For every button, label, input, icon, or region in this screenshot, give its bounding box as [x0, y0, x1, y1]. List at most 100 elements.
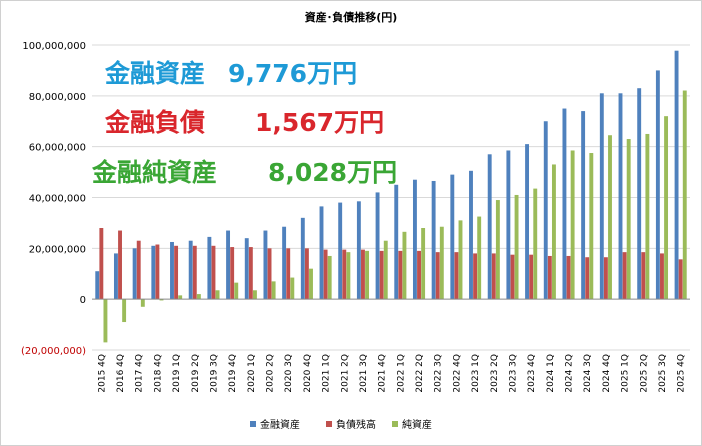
bar — [529, 254, 534, 300]
bar — [439, 226, 444, 300]
bar — [674, 50, 679, 300]
bar — [188, 240, 193, 300]
x-tick-label: 2024 2Q — [565, 354, 575, 393]
bar — [304, 248, 309, 300]
legend-label: 負債残高 — [336, 418, 376, 431]
x-tick-label: 2019 3Q — [209, 354, 219, 393]
bar — [473, 253, 478, 300]
annotation-label: 金融純資産 — [91, 158, 217, 187]
chart-title: 資産･負債推移(円) — [305, 10, 398, 24]
bar — [678, 259, 683, 300]
x-tick-label: 2019 1Q — [172, 354, 182, 393]
bar — [487, 154, 492, 300]
bar — [608, 135, 612, 300]
y-tick-label: 60,000,000 — [29, 143, 86, 154]
bar — [103, 299, 108, 343]
x-tick-label: 2025 2Q — [639, 354, 649, 393]
x-tick-label: 2015 4Q — [97, 354, 107, 393]
bars — [95, 50, 687, 343]
bar — [356, 201, 361, 300]
bar — [226, 230, 231, 300]
legend-label: 純資産 — [402, 418, 432, 431]
bar — [394, 184, 399, 300]
x-tick-label: 2021 1Q — [322, 354, 332, 393]
bar — [514, 194, 519, 300]
bar — [469, 170, 473, 300]
y-tick-label: 0 — [80, 295, 86, 306]
bar — [618, 93, 623, 300]
bar — [533, 188, 538, 300]
bar — [383, 240, 388, 300]
legend-swatch — [392, 421, 398, 427]
legend-swatch — [326, 421, 332, 427]
bar — [136, 240, 141, 300]
bar — [402, 231, 407, 300]
annotation-label: 金融負債 — [104, 108, 205, 137]
x-tick-label: 2025 3Q — [658, 354, 668, 393]
bar — [641, 252, 646, 300]
y-tick-label: 100,000,000 — [22, 41, 86, 52]
y-tick-label: (20,000,000) — [21, 346, 86, 357]
bar — [286, 248, 291, 300]
bar — [510, 254, 515, 300]
bar — [159, 299, 164, 301]
legend-label: 金融資産 — [260, 418, 300, 431]
bar — [458, 220, 463, 300]
bar — [525, 144, 530, 300]
x-tick-label: 2019 4Q — [228, 354, 238, 393]
y-tick-label: 20,000,000 — [29, 244, 86, 255]
bar — [664, 116, 669, 300]
bar — [113, 253, 118, 300]
bar — [566, 255, 571, 300]
bar — [207, 236, 212, 300]
bar — [682, 90, 687, 300]
bar — [346, 252, 351, 300]
x-tick-label: 2020 1Q — [247, 354, 257, 393]
x-tick-label: 2023 2Q — [490, 354, 500, 393]
bar — [477, 216, 482, 300]
bar — [230, 247, 235, 300]
x-tick-label: 2025 4Q — [677, 354, 687, 393]
x-tick-label: 2023 3Q — [508, 354, 518, 393]
x-tick-label: 2020 4Q — [303, 354, 313, 393]
x-tick-label: 2024 3Q — [583, 354, 593, 393]
x-tick-label: 2022 3Q — [434, 354, 444, 393]
bar — [547, 255, 552, 300]
bar — [338, 202, 343, 300]
x-tick-label: 2023 4Q — [527, 354, 537, 393]
bar — [140, 299, 145, 307]
bar — [267, 248, 272, 300]
x-tick-label: 2022 1Q — [396, 354, 406, 393]
bar — [192, 245, 197, 300]
bar — [95, 271, 100, 300]
bar — [271, 281, 276, 300]
bar — [234, 282, 239, 300]
bar — [450, 174, 455, 300]
bar — [589, 153, 594, 300]
annotation-value: 8,028万円 — [268, 158, 397, 187]
bar — [323, 249, 328, 300]
bar — [155, 244, 160, 300]
bar — [655, 70, 660, 300]
bar — [211, 245, 216, 300]
x-tick-label: 2022 2Q — [415, 354, 425, 393]
bar — [319, 206, 324, 300]
bar — [244, 238, 249, 300]
bar — [585, 257, 590, 300]
bar — [603, 257, 608, 300]
bar — [660, 253, 664, 300]
x-tick-label: 2024 4Q — [602, 354, 612, 393]
bar — [543, 121, 548, 300]
bar — [174, 245, 179, 300]
bar — [290, 277, 295, 300]
x-tick-label: 2021 3Q — [359, 354, 369, 393]
bar — [170, 241, 174, 300]
bar — [435, 252, 440, 300]
bar — [570, 150, 575, 300]
x-tick-label: 2023 1Q — [471, 354, 481, 393]
bar — [506, 150, 511, 300]
bar — [495, 200, 500, 300]
